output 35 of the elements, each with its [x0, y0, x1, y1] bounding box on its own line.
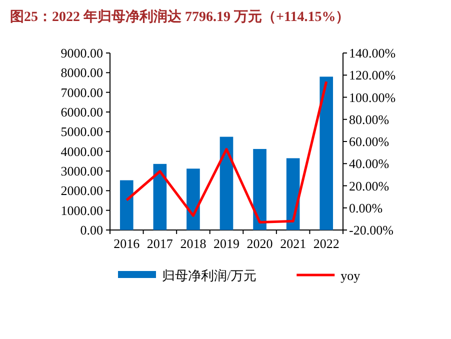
bar [220, 136, 234, 230]
y-tick-label: 8000.00 [60, 65, 103, 80]
y2-tick-label: 40.00% [349, 156, 390, 172]
x-tick-label: 2016 [114, 236, 140, 251]
legend-label: 归母净利润/万元 [162, 268, 257, 283]
bar [120, 180, 134, 230]
y-tick-label: 3000.00 [60, 164, 103, 178]
y-tick-label: 4000.00 [60, 144, 103, 159]
bar [320, 76, 334, 230]
y-tick-label: 7000.00 [60, 84, 103, 100]
chart-title: 图25：2022 年归母净利润达 7796.19 万元（+114.15%） [10, 8, 350, 25]
y2-tick-label: 20.00% [349, 178, 390, 194]
y2-tick-label: 120.00% [349, 68, 396, 83]
y-tick-label: 5000.00 [60, 124, 103, 140]
bar [153, 164, 167, 230]
legend-label: yoy [340, 268, 361, 283]
x-tick-label: 2017 [146, 236, 174, 251]
x-tick-label: 2020 [246, 236, 273, 251]
y2-tick-label: -20.00% [349, 222, 394, 238]
x-tick-label: 2019 [214, 236, 240, 251]
y-tick-label: 2000.00 [60, 183, 103, 198]
y2-tick-label: 0.00% [349, 200, 383, 216]
x-tick-label: 2021 [280, 236, 306, 251]
x-tick-label: 2018 [180, 236, 206, 251]
y2-tick-label: 100.00% [349, 90, 396, 105]
y-tick-label: 9000.00 [60, 46, 103, 60]
y2-tick-label: 80.00% [349, 112, 390, 127]
y2-tick-label: 140.00% [349, 46, 396, 60]
y2-tick-label: 60.00% [349, 134, 390, 149]
x-tick-label: 2022 [313, 236, 340, 251]
bar [186, 168, 200, 230]
y-tick-label: 1000.00 [60, 202, 103, 218]
y-tick-label: 6000.00 [60, 104, 103, 120]
bar [253, 148, 266, 230]
y-tick-label: 0.00 [80, 222, 103, 238]
